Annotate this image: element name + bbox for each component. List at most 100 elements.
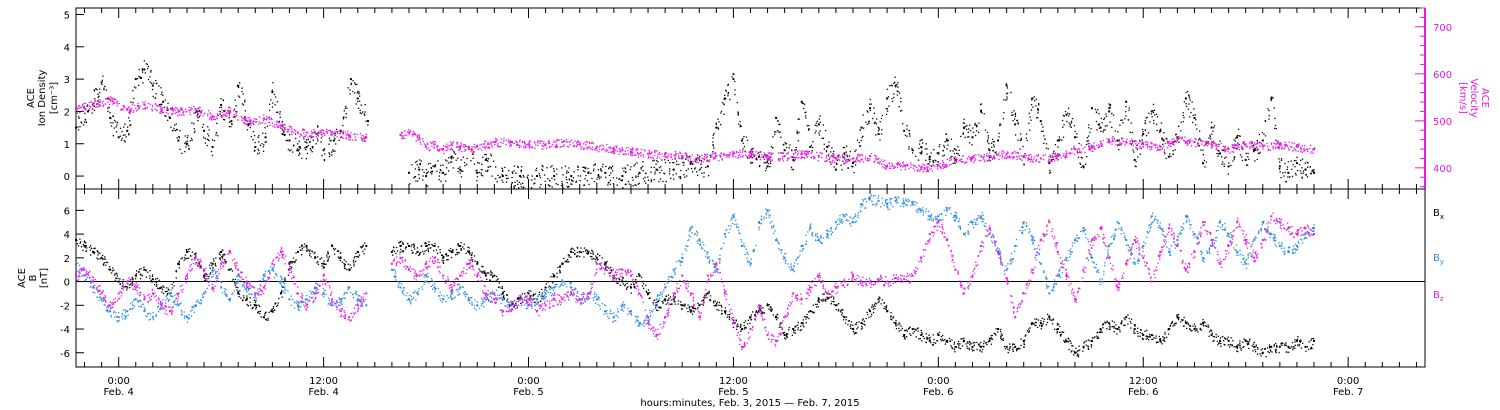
density-point xyxy=(1133,158,1136,161)
velocity-sample xyxy=(706,153,709,155)
density-sample xyxy=(551,186,553,188)
velocity-sample xyxy=(1135,140,1137,143)
density-point xyxy=(587,171,590,174)
density-sample xyxy=(703,172,705,174)
velocity-sample xyxy=(787,151,789,153)
velocity-sample xyxy=(331,132,334,134)
bx-sample xyxy=(99,252,101,255)
velocity-sample xyxy=(130,108,132,110)
velocity-sample xyxy=(752,150,754,153)
density-sample xyxy=(1301,177,1304,179)
density-sample xyxy=(197,119,199,122)
density-sample xyxy=(312,147,314,149)
velocity-sample xyxy=(1166,140,1168,142)
velocity-sample xyxy=(1047,160,1049,162)
density-sample xyxy=(942,149,944,152)
bx-sample xyxy=(273,309,276,311)
velocity-sample xyxy=(1052,158,1055,160)
density-sample xyxy=(411,164,413,166)
density-sample xyxy=(625,171,627,173)
density-sample xyxy=(155,93,157,95)
density-sample xyxy=(854,164,857,166)
velocity-sample xyxy=(1140,143,1143,145)
bx-point xyxy=(493,274,496,277)
density-sample xyxy=(1117,131,1119,133)
density-sample xyxy=(145,63,148,65)
density-sample xyxy=(1299,163,1301,166)
velocity-sample xyxy=(734,156,737,158)
velocity-sample xyxy=(754,158,757,160)
velocity-sample xyxy=(422,140,425,143)
velocity-sample xyxy=(807,153,809,155)
density-sample xyxy=(926,153,928,155)
density-sample xyxy=(219,111,221,113)
bx-sample xyxy=(135,273,138,275)
density-sample xyxy=(647,176,649,178)
bx-sample xyxy=(177,263,179,265)
velocity-sample xyxy=(1163,145,1165,147)
bx-sample xyxy=(178,261,180,263)
density-sample xyxy=(1305,168,1307,171)
velocity-sample xyxy=(836,158,839,161)
density-sample xyxy=(681,157,683,160)
density-sample xyxy=(249,120,251,122)
density-sample xyxy=(1051,159,1053,161)
velocity-sample xyxy=(1113,138,1115,140)
density-sample xyxy=(562,187,564,189)
velocity-sample xyxy=(112,101,115,103)
density-sample xyxy=(689,163,692,166)
density-sample xyxy=(906,135,908,137)
velocity-sample xyxy=(631,148,633,150)
bx-point xyxy=(433,244,436,247)
density-sample xyxy=(1247,152,1249,155)
bx-point xyxy=(288,262,291,265)
density-sample xyxy=(1054,144,1057,146)
density-sample xyxy=(485,158,487,160)
velocity-sample xyxy=(1158,144,1161,147)
density-sample xyxy=(1116,144,1119,146)
bx-sample xyxy=(190,255,192,257)
velocity-sample xyxy=(355,139,357,141)
velocity-sample xyxy=(984,159,986,161)
velocity-sample xyxy=(1167,141,1169,143)
density-sample xyxy=(543,174,546,176)
density-sample xyxy=(734,80,736,83)
velocity-sample xyxy=(1150,142,1152,145)
density-point xyxy=(433,165,436,168)
density-sample xyxy=(1274,117,1276,120)
density-sample xyxy=(829,151,832,153)
velocity-sample xyxy=(729,154,731,156)
density-sample xyxy=(627,180,630,183)
velocity-sample xyxy=(79,111,81,114)
velocity-sample xyxy=(178,113,181,116)
density-sample xyxy=(282,130,284,132)
velocity-sample xyxy=(1184,142,1187,144)
velocity-sample xyxy=(658,151,661,154)
density-sample xyxy=(544,180,547,183)
bx-sample xyxy=(219,251,221,254)
x-tick-date-label: Feb. 5 xyxy=(513,387,543,398)
density-sample xyxy=(1188,95,1190,97)
density-sample xyxy=(712,144,714,146)
density-sample xyxy=(331,151,333,153)
velocity-point xyxy=(1142,143,1145,146)
density-sample xyxy=(765,169,767,172)
velocity-sample xyxy=(586,141,589,143)
density-sample xyxy=(185,143,188,145)
density-sample xyxy=(1124,111,1127,113)
velocity-sample xyxy=(229,111,232,114)
density-sample xyxy=(95,87,97,90)
density-sample xyxy=(93,90,96,92)
velocity-sample xyxy=(1270,142,1273,144)
density-sample xyxy=(697,174,699,177)
density-sample xyxy=(82,124,85,126)
density-sample xyxy=(737,113,740,116)
velocity-sample xyxy=(927,169,929,171)
velocity-sample xyxy=(970,157,972,159)
density-sample xyxy=(751,162,754,164)
density-sample xyxy=(196,115,198,117)
density-point xyxy=(203,129,206,132)
velocity-sample xyxy=(1215,148,1217,151)
velocity-sample xyxy=(880,159,883,161)
velocity-sample xyxy=(1080,151,1083,153)
